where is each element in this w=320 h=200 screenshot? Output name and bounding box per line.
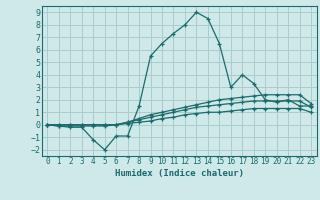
- X-axis label: Humidex (Indice chaleur): Humidex (Indice chaleur): [115, 169, 244, 178]
